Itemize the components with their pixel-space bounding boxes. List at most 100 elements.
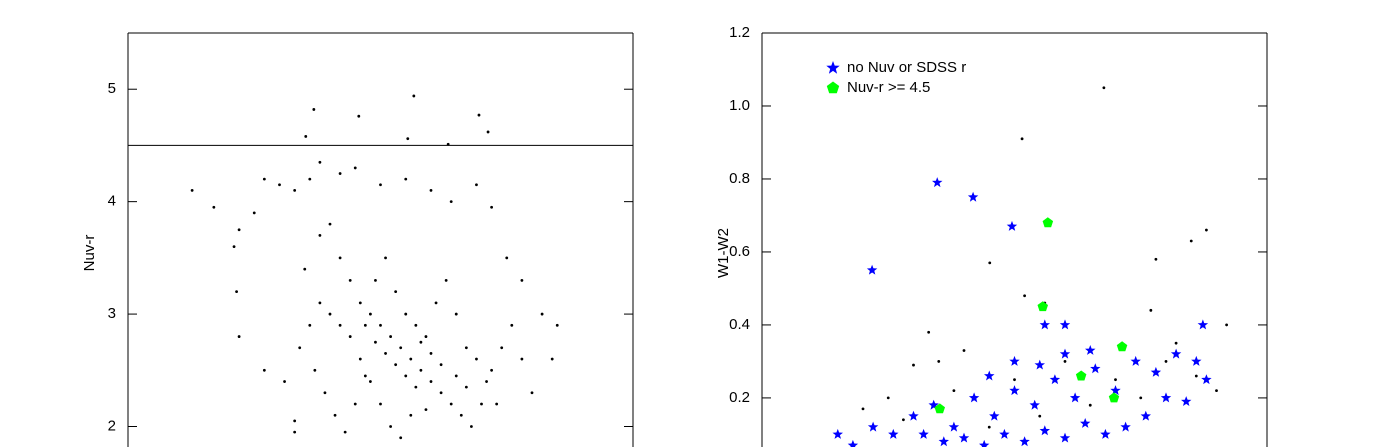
- star-point: [999, 428, 1010, 439]
- star-point: [1085, 345, 1096, 355]
- dot-point: [357, 114, 361, 118]
- y-tick-label: 1.2: [729, 24, 750, 41]
- star-point: [1110, 385, 1121, 396]
- dot-point: [886, 396, 890, 400]
- star-point: [1191, 355, 1202, 366]
- star-point: [1100, 428, 1111, 439]
- dot-point: [409, 357, 413, 361]
- dot-point: [988, 261, 992, 265]
- dot-point: [1063, 360, 1067, 363]
- star-point: [938, 436, 949, 447]
- star-point: [1019, 436, 1030, 447]
- dot-point: [333, 413, 337, 417]
- dot-point: [477, 113, 481, 117]
- dot-point: [318, 233, 322, 237]
- dot-point: [429, 352, 433, 355]
- dot-point: [424, 408, 428, 412]
- dot-point: [449, 402, 453, 406]
- dot-point: [379, 183, 382, 187]
- star-point: [1170, 348, 1182, 359]
- pentagon-point: [1037, 301, 1048, 312]
- dot-point: [1194, 374, 1198, 378]
- dot-point: [912, 363, 915, 367]
- dot-point: [358, 301, 362, 305]
- dot-point: [500, 346, 504, 350]
- dot-point: [369, 312, 372, 316]
- dot-point: [358, 357, 362, 361]
- dot-point: [987, 425, 991, 429]
- y-tick-label: 4: [108, 193, 116, 210]
- star-point: [989, 410, 1000, 421]
- star-point: [928, 399, 939, 410]
- star-point: [908, 410, 919, 421]
- dot-point: [338, 256, 342, 260]
- y-axis-label: W1-W2: [715, 228, 732, 278]
- y-tick-label: 0.8: [729, 170, 750, 187]
- dot-point: [1205, 228, 1208, 232]
- dot-point: [414, 323, 418, 327]
- star-point: [1009, 385, 1020, 396]
- dot-point: [308, 177, 312, 181]
- dot-point: [237, 335, 241, 338]
- dot-point: [389, 425, 392, 428]
- dot-point: [374, 340, 377, 344]
- dot-point: [1225, 323, 1228, 327]
- star-point: [1140, 410, 1151, 421]
- dot-point: [404, 312, 408, 316]
- dot-point: [1013, 378, 1016, 382]
- star-point: [968, 392, 980, 403]
- star-point: [1197, 319, 1209, 330]
- dot-point: [293, 419, 297, 423]
- dot-point: [429, 189, 433, 192]
- dot-point: [937, 360, 941, 363]
- dot-point: [313, 368, 317, 372]
- dot-point: [505, 256, 509, 260]
- y-tick-label: 0.6: [729, 243, 750, 260]
- star-point: [832, 428, 843, 439]
- star-point: [1181, 396, 1192, 406]
- dot-point: [490, 205, 493, 209]
- dot-point: [952, 389, 956, 393]
- y-tick-label: 0.4: [729, 316, 750, 333]
- dot-point: [379, 323, 382, 327]
- dot-point: [252, 211, 256, 215]
- dot-point: [424, 335, 428, 338]
- dot-point: [1023, 294, 1026, 298]
- legend-label: Nuv-r >= 4.5: [847, 79, 930, 96]
- dot-point: [262, 177, 266, 181]
- dot-point: [490, 368, 493, 372]
- y-tick-label: 3: [108, 305, 116, 322]
- dot-point: [394, 363, 398, 367]
- star-point: [1160, 392, 1172, 403]
- legend-label: no Nuv or SDSS r: [847, 59, 966, 76]
- pentagon-point: [934, 403, 945, 414]
- dot-point: [555, 323, 559, 327]
- dot-point: [323, 391, 327, 395]
- dot-point: [353, 402, 357, 406]
- pentagon-point: [826, 81, 840, 94]
- pentagon-point: [1116, 341, 1128, 352]
- star-point: [1120, 421, 1131, 432]
- star-point: [1039, 319, 1050, 330]
- star-point: [918, 428, 929, 439]
- dot-point: [540, 312, 544, 316]
- dot-point: [304, 135, 308, 138]
- dot-point: [1149, 308, 1153, 312]
- dot-point: [1139, 396, 1143, 400]
- dot-point: [318, 301, 322, 305]
- y-tick-label: 5: [108, 80, 116, 97]
- dot-point: [902, 418, 905, 422]
- star-point: [867, 421, 879, 432]
- dot-point: [962, 349, 966, 352]
- dot-point: [293, 430, 297, 434]
- dot-point: [449, 200, 453, 204]
- dot-point: [348, 335, 352, 338]
- dot-point: [486, 130, 490, 134]
- dot-point: [348, 278, 352, 282]
- dot-point: [470, 425, 473, 428]
- star-point: [1130, 355, 1141, 366]
- star-point: [967, 191, 979, 202]
- dot-point: [399, 436, 403, 440]
